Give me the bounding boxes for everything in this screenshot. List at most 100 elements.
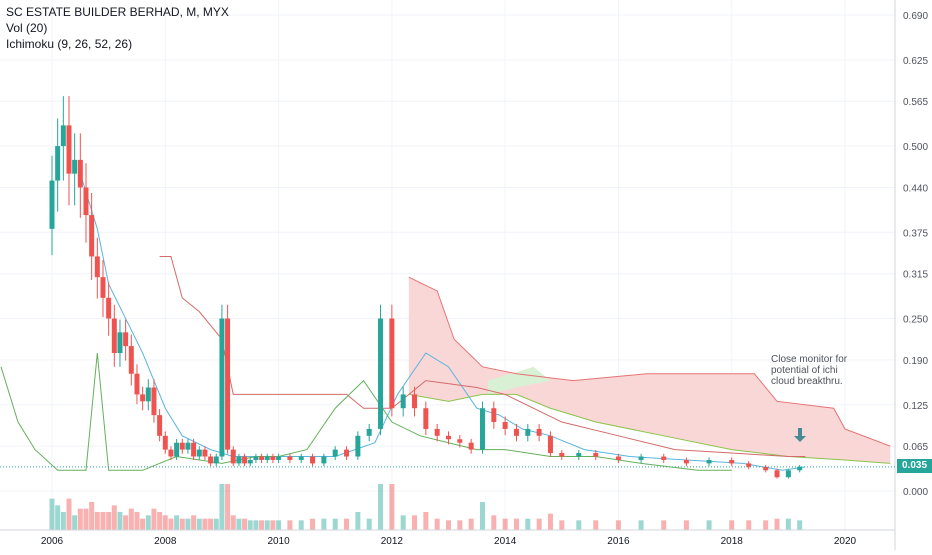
candle-body[interactable] <box>763 466 769 471</box>
candle-body[interactable] <box>72 159 78 174</box>
candle-body[interactable] <box>162 435 168 450</box>
candle-body[interactable] <box>94 256 100 278</box>
candle-body[interactable] <box>615 456 621 460</box>
volume-bar <box>502 518 508 530</box>
candle-body[interactable] <box>213 456 219 464</box>
candle-body[interactable] <box>111 318 117 354</box>
candle-body[interactable] <box>145 387 151 402</box>
candle-body[interactable] <box>270 456 276 460</box>
candle-body[interactable] <box>785 470 791 478</box>
candle-body[interactable] <box>55 146 61 181</box>
candle-body[interactable] <box>49 180 55 229</box>
candle-body[interactable] <box>366 428 372 436</box>
candle-body[interactable] <box>174 442 180 457</box>
candle-body[interactable] <box>378 318 384 429</box>
senkou-span-a <box>408 393 891 464</box>
y-tick-label: 0.565 <box>903 97 928 108</box>
candle-body[interactable] <box>123 332 129 347</box>
candle-body[interactable] <box>100 277 106 298</box>
volume-bar <box>378 484 384 530</box>
candle-body[interactable] <box>185 442 191 450</box>
candle-body[interactable] <box>168 449 174 457</box>
candle-body[interactable] <box>502 422 508 429</box>
candle-body[interactable] <box>746 463 752 467</box>
candle-body[interactable] <box>468 442 474 450</box>
candle-body[interactable] <box>247 459 253 464</box>
candle-body[interactable] <box>513 428 519 436</box>
volume-bar <box>615 520 621 530</box>
candle-body[interactable] <box>230 449 236 464</box>
candle-body[interactable] <box>412 394 418 409</box>
candle-body[interactable] <box>547 435 553 454</box>
candle-body[interactable] <box>576 453 582 457</box>
candle-body[interactable] <box>491 408 497 423</box>
candle-body[interactable] <box>774 470 780 478</box>
candle-body[interactable] <box>60 125 66 147</box>
candle-body[interactable] <box>196 449 202 457</box>
candle-body[interactable] <box>298 456 304 460</box>
volume-indicator-label[interactable]: Vol (20) <box>6 21 48 35</box>
symbol-title[interactable]: SC ESTATE BUILDER BERHAD, M, MYX <box>6 5 229 19</box>
candle-body[interactable] <box>225 318 231 450</box>
candle-body[interactable] <box>106 297 112 319</box>
candle-body[interactable] <box>259 456 265 460</box>
volume-bar <box>797 520 803 530</box>
candle-body[interactable] <box>151 387 157 416</box>
candle-body[interactable] <box>276 456 282 460</box>
candle-body[interactable] <box>236 456 242 464</box>
candle-body[interactable] <box>525 428 531 436</box>
candle-body[interactable] <box>83 187 89 216</box>
candle-body[interactable] <box>253 456 259 460</box>
candle-body[interactable] <box>89 215 95 257</box>
chart-legend: SC ESTATE BUILDER BERHAD, M, MYX Vol (20… <box>6 4 229 52</box>
candle-body[interactable] <box>321 456 327 464</box>
volume-bar <box>247 520 253 530</box>
candle-body[interactable] <box>140 394 146 402</box>
candle-body[interactable] <box>66 125 72 174</box>
candle-body[interactable] <box>457 439 463 443</box>
candle-body[interactable] <box>434 428 440 436</box>
candle-body[interactable] <box>219 318 225 457</box>
candle-body[interactable] <box>389 318 395 409</box>
candle-body[interactable] <box>310 456 316 464</box>
candle-body[interactable] <box>264 456 270 460</box>
candle-body[interactable] <box>479 408 485 450</box>
candle-body[interactable] <box>559 453 565 457</box>
y-tick-label: 0.000 <box>903 487 928 498</box>
candle-body[interactable] <box>179 442 185 450</box>
candle-body[interactable] <box>134 373 140 395</box>
candle-body[interactable] <box>332 449 338 457</box>
candle-body[interactable] <box>661 456 667 460</box>
candle-body[interactable] <box>202 449 208 457</box>
candle-body[interactable] <box>287 456 293 460</box>
candle-body[interactable] <box>77 159 83 188</box>
candle-body[interactable] <box>797 466 803 471</box>
candle-body[interactable] <box>638 456 644 460</box>
candle-body[interactable] <box>242 456 248 464</box>
candle-body[interactable] <box>191 442 197 457</box>
candle-body[interactable] <box>729 459 735 464</box>
candle-body[interactable] <box>208 456 214 464</box>
volume-bar <box>151 508 157 530</box>
candle-body[interactable] <box>400 394 406 409</box>
volume-bar <box>287 520 293 530</box>
volume-bar <box>389 484 395 530</box>
candle-body[interactable] <box>423 408 429 429</box>
candle-body[interactable] <box>446 435 451 440</box>
volume-bar <box>219 484 225 530</box>
candle-body[interactable] <box>157 415 163 436</box>
candle-body[interactable] <box>117 332 123 354</box>
annotation-note[interactable]: Close monitor for potential of ichi clou… <box>771 354 848 387</box>
candle-body[interactable] <box>593 453 599 457</box>
candle-body[interactable] <box>706 459 712 464</box>
volume-bar <box>111 505 117 530</box>
ichimoku-indicator-label[interactable]: Ichimoku (9, 26, 52, 26) <box>6 37 133 51</box>
volume-bar <box>366 518 372 530</box>
candle-body[interactable] <box>128 346 134 374</box>
candle-body[interactable] <box>536 428 542 436</box>
candle-body[interactable] <box>355 435 361 457</box>
candle-body[interactable] <box>683 459 689 464</box>
candle-body[interactable] <box>344 449 350 457</box>
